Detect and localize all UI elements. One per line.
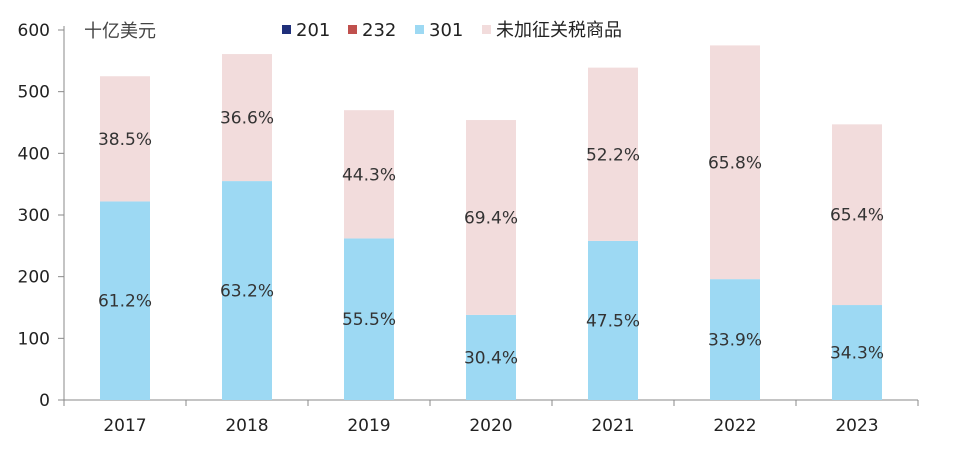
data-label: 69.4% (464, 208, 518, 228)
legend-label-201: 201 (296, 20, 330, 41)
data-label: 55.5% (342, 310, 396, 330)
data-label: 36.6% (220, 109, 274, 129)
x-tick-label: 2022 (713, 416, 756, 436)
legend-swatch-301 (415, 25, 424, 34)
bar-segment-未加征关税商品-2018 (222, 54, 272, 182)
x-tick-label: 2019 (347, 416, 390, 436)
data-label: 33.9% (708, 331, 762, 351)
data-label: 44.3% (342, 165, 396, 185)
bar-segment-301-2021 (588, 240, 638, 400)
y-tick-label: 100 (18, 329, 50, 349)
y-tick-label: 400 (18, 144, 50, 164)
bars (100, 45, 882, 400)
bar-segment-301-2018 (222, 181, 272, 400)
legend-label-301: 301 (429, 20, 463, 41)
data-label: 38.5% (98, 130, 152, 150)
bar-segment-未加征关税商品-2020 (466, 120, 516, 315)
y-tick-label: 300 (18, 206, 50, 226)
legend-label-232: 232 (362, 20, 396, 41)
x-tick-label: 2021 (591, 416, 634, 436)
legend-label-未加征关税商品: 未加征关税商品 (496, 20, 622, 41)
legend-swatch-232 (348, 25, 357, 34)
data-label: 30.4% (464, 348, 518, 368)
bar-segment-未加征关税商品-2023 (832, 124, 882, 306)
data-label: 65.8% (708, 153, 762, 173)
bar-segment-未加征关税商品-2017 (100, 76, 150, 202)
bar-segment-301-2019 (344, 238, 394, 400)
x-tick-label: 2020 (469, 416, 512, 436)
bar-segment-301-2017 (100, 201, 150, 400)
y-tick-label: 500 (18, 83, 50, 103)
bar-segment-301-2020 (466, 314, 516, 400)
y-tick-label: 0 (39, 391, 50, 411)
data-label: 61.2% (98, 292, 152, 312)
y-tick-label: 600 (18, 21, 50, 41)
axes: 0 100 200 300 400 500 600 2017 2018 2019 2020 2021 2… (18, 21, 919, 436)
data-label: 63.2% (220, 282, 274, 302)
bar-segment-301-2022 (710, 279, 760, 400)
bar-segment-未加征关税商品-2022 (710, 45, 760, 280)
data-label: 34.3% (830, 344, 884, 364)
bar-segment-未加征关税商品-2021 (588, 67, 638, 241)
data-label: 52.2% (586, 145, 640, 165)
x-tick-label: 2023 (835, 416, 878, 436)
bar-segment-未加征关税商品-2019 (344, 110, 394, 239)
data-label: 65.4% (830, 206, 884, 226)
legend: 201 232 301 未加征关税商品 (282, 20, 622, 41)
x-tick-label: 2018 (225, 416, 268, 436)
y-tick-label: 200 (18, 268, 50, 288)
legend-swatch-201 (282, 25, 291, 34)
unit-label: 十亿美元 (84, 21, 156, 42)
data-labels: 61.2% 38.5% 63.2% 36.6% 55.5% 44.3% 30.4% 69.4%… (98, 109, 884, 369)
x-tick-label: 2017 (103, 416, 146, 436)
data-label: 47.5% (586, 311, 640, 331)
legend-swatch-未加征关税商品 (482, 25, 491, 34)
bar-segment-301-2023 (832, 305, 882, 400)
